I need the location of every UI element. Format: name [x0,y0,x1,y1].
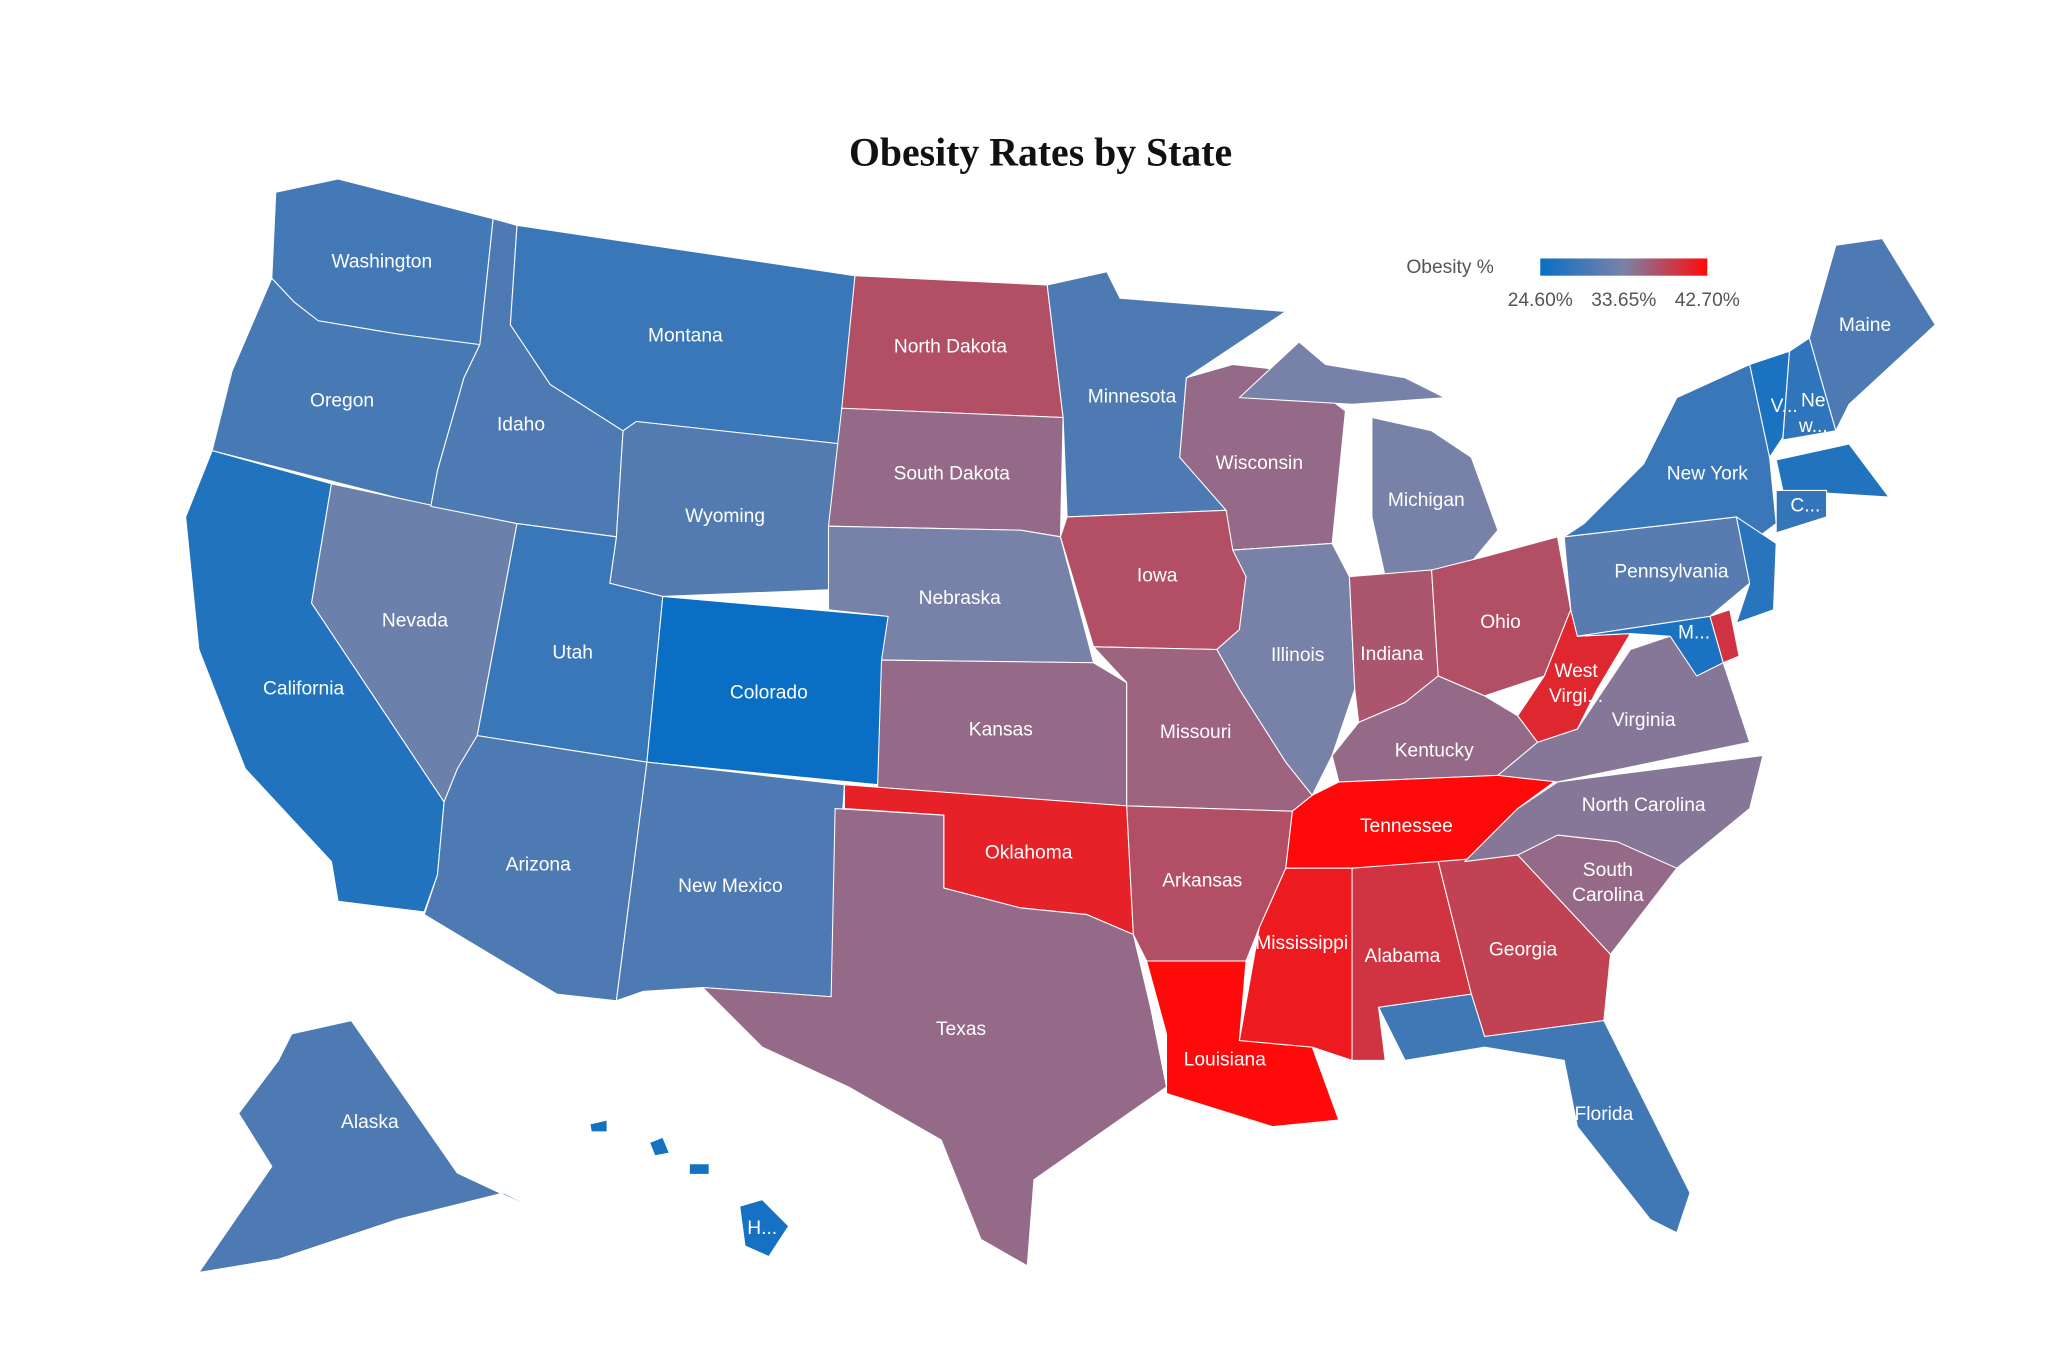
state [1238,341,1499,578]
state-label: Illinois [1271,645,1324,666]
state-label: Oregon [310,391,374,412]
state [1775,443,1890,498]
state-label: Michigan [1388,490,1465,511]
state-label: Utah [552,643,593,664]
legend-gradient [1540,258,1708,276]
state-label: South Carolina [1572,860,1644,906]
legend-tick-label: 24.60% [1508,290,1573,311]
state-label: Ne w... [1798,391,1828,437]
state [1464,754,1764,869]
states [185,178,1936,1273]
state [1808,238,1936,432]
state-label: Alaska [341,1112,399,1133]
state-label: Montana [648,326,723,347]
state-label: Iowa [1137,566,1178,587]
state-label: California [263,678,344,699]
state-label: Oklahoma [985,843,1073,864]
state-label: Georgia [1489,939,1558,960]
state-label: Missouri [1160,722,1231,743]
state-label: Kentucky [1395,741,1474,762]
state-label: H... [747,1218,777,1239]
state-label: V... [1771,396,1798,417]
legend-tick-label: 42.70% [1675,290,1740,311]
state-label: Nevada [382,611,449,632]
state [1216,542,1356,796]
state-label: C... [1790,495,1820,516]
state-label: West Virgi... [1549,661,1603,707]
state [1735,516,1777,624]
state-label: Mississippi [1255,933,1348,954]
state-label: South Dakota [894,464,1011,485]
state [1146,960,1340,1128]
state-label: Alabama [1365,946,1441,967]
state-label: M... [1678,623,1710,644]
state-label: Minnesota [1088,387,1177,408]
state-label: Tennessee [1360,816,1453,837]
state-label: North Carolina [1582,795,1706,816]
state-label: North Dakota [894,336,1007,357]
state [702,808,1168,1267]
state-label: Wyoming [685,506,765,527]
state-label: Washington [331,252,432,273]
state-label: Texas [936,1019,986,1040]
state-label: Maine [1839,315,1891,336]
state-label: Colorado [730,682,808,703]
state-label: Florida [1575,1104,1634,1125]
state-labels: Washington Oregon California Nevada Idaho Mon… [263,252,1891,1239]
map-title: Obesity Rates by State [849,131,1232,175]
state-label: Kansas [969,719,1033,740]
legend-title: Obesity % [1406,257,1494,278]
state-label: Virginia [1612,710,1676,731]
state-label: Ohio [1480,612,1521,633]
state [1563,363,1777,544]
state-label: Louisiana [1184,1049,1267,1070]
state-label: New York [1667,464,1749,485]
state-label: Wisconsin [1216,453,1304,474]
legend-tick-label: 33.65% [1591,290,1656,311]
state-label: Indiana [1360,644,1423,665]
state-label: Arizona [506,855,571,876]
state [1576,615,1724,677]
state-label: Nebraska [919,588,1002,609]
state [1378,993,1691,1234]
state-label: New Mexico [678,876,783,897]
state-label: Idaho [497,415,545,436]
state [1775,489,1828,534]
state-label: Pennsylvania [1614,562,1729,583]
state-label: Arkansas [1162,871,1242,892]
state [198,1020,558,1273]
state [589,1119,790,1258]
